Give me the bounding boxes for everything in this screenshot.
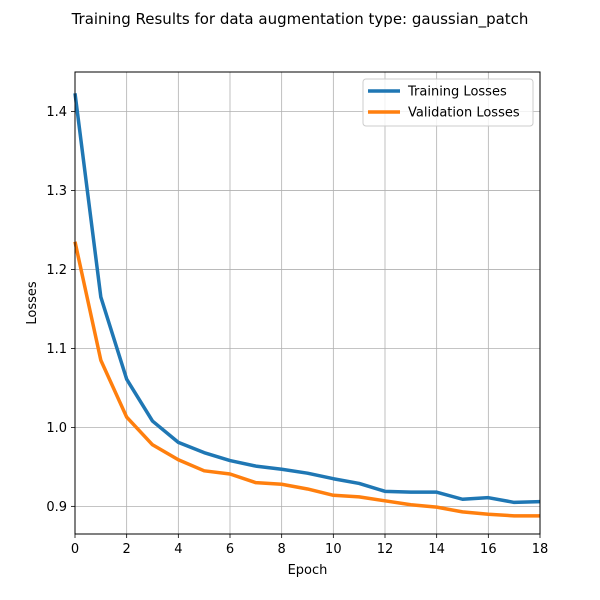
training-losses-line xyxy=(73,93,541,505)
y-axis-label: Losses xyxy=(25,281,40,325)
x-tick-label: 14 xyxy=(428,542,445,557)
x-tick-label: 0 xyxy=(71,542,79,557)
y-tick-label: 1.0 xyxy=(46,421,67,436)
validation-losses-line xyxy=(73,241,540,518)
x-tick-label: 10 xyxy=(325,542,342,557)
x-axis-label: Epoch xyxy=(288,563,328,578)
x-tick-label: 18 xyxy=(532,542,549,557)
y-tick-label: 1.4 xyxy=(46,105,67,120)
chart-title: Training Results for data augmentation t… xyxy=(71,10,529,29)
y-axis: 0.9 1.0 1.1 1.2 1.3 1.4 xyxy=(46,105,75,515)
legend-box xyxy=(362,78,534,127)
x-tick-label: 16 xyxy=(480,542,497,557)
legend-label: Training Losses xyxy=(407,85,507,100)
y-tick-label: 0.9 xyxy=(46,500,67,515)
y-tick-label: 1.1 xyxy=(46,342,67,357)
x-tick-label: 2 xyxy=(123,542,131,557)
plot-frame xyxy=(74,71,541,535)
x-tick-label: 6 xyxy=(226,542,234,557)
x-tick-label: 8 xyxy=(278,542,286,557)
y-tick-label: 1.2 xyxy=(46,263,67,278)
legend: Training Losses Validation Losses xyxy=(362,78,534,127)
y-tick-label: 1.3 xyxy=(46,184,67,199)
x-tick-label: 12 xyxy=(377,542,394,557)
series-layer xyxy=(73,93,541,518)
legend-label: Validation Losses xyxy=(408,106,520,121)
x-axis: 0 2 4 6 8 10 12 14 16 18 xyxy=(71,534,548,557)
x-tick-label: 4 xyxy=(174,542,182,557)
